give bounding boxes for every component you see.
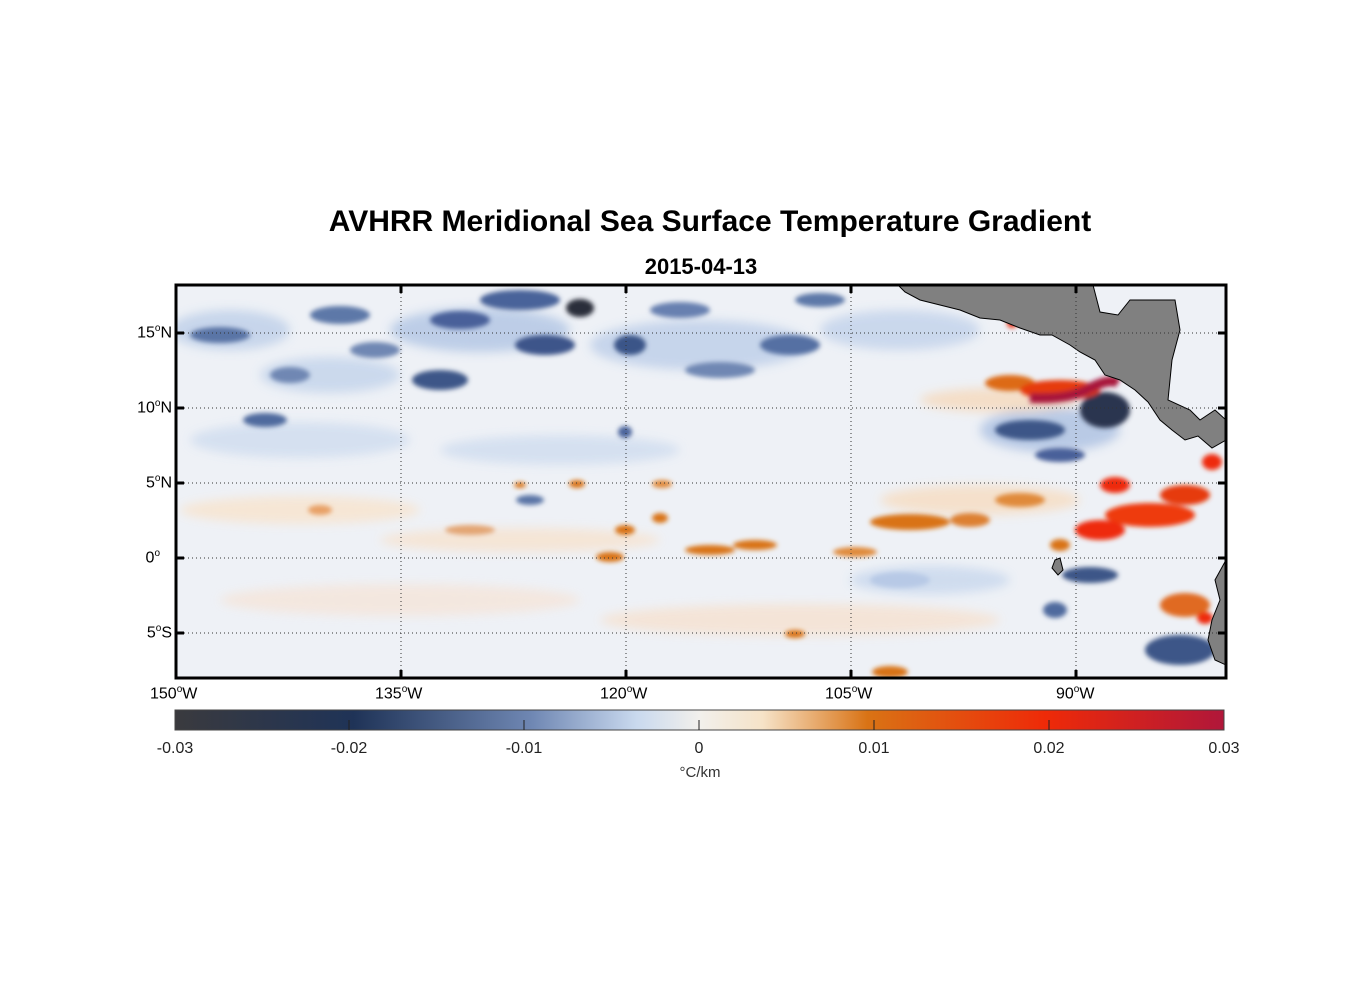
x-tick-label: 120oW: [600, 684, 648, 703]
x-tick-label: 135oW: [375, 684, 423, 703]
colorbar-tick-label: -0.01: [505, 740, 543, 757]
y-tick-label: 0o: [145, 548, 160, 567]
colorbar-tick-label: 0.01: [858, 740, 890, 757]
x-tick-label: 150oW: [150, 684, 198, 703]
y-tick-label: 15oN: [137, 323, 172, 342]
chart-subtitle: 2015-04-13: [644, 254, 758, 279]
land-galapagos: [1051, 557, 1064, 576]
colorbar-tick-label: 0: [694, 740, 704, 757]
colorbar-tick-label: -0.02: [330, 740, 368, 757]
y-tick-label: 10oN: [137, 398, 172, 417]
colorbar-tick-label: 0.03: [1208, 740, 1240, 757]
x-tick-label: 105oW: [825, 684, 873, 703]
y-tick-label: 5oS: [146, 623, 172, 642]
land-central-america: [897, 285, 1226, 449]
sst-gradient-field: [176, 285, 1226, 678]
y-tick-label: 5oN: [145, 473, 172, 492]
colorbar-tick-label: 0.02: [1033, 740, 1065, 757]
graticule: [176, 285, 1226, 678]
chart-title: AVHRR Meridional Sea Surface Temperature…: [328, 205, 1092, 238]
colorbar-tick-label: -0.03: [156, 740, 194, 757]
land-south-america: [1207, 559, 1226, 666]
x-tick-label: 90oW: [1056, 684, 1095, 703]
colorbar-unit-label: °C/km: [679, 764, 721, 781]
